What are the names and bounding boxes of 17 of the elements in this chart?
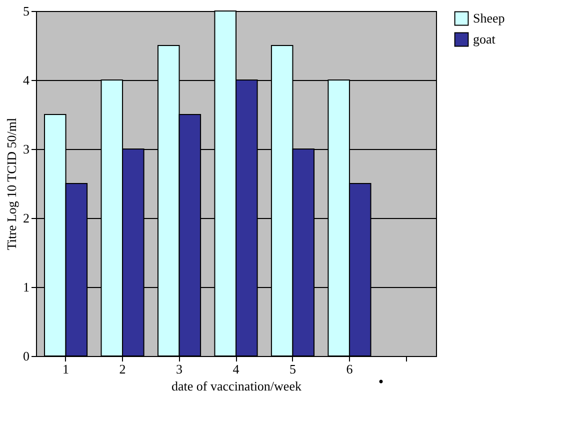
legend-label: Sheep [473,10,505,26]
x-tick-label: 1 [62,362,70,376]
y-tick-label: 1 [23,280,30,294]
legend-label: goat [473,32,496,46]
x-axis-title: date of vaccination/week [172,378,302,394]
y-tick-label: 3 [23,142,30,156]
x-tick-label: 4 [232,362,240,376]
y-tick-label: 2 [23,210,30,226]
x-tick-label: 6 [346,362,354,376]
x-tick-label: 5 [289,362,296,376]
y-tick-label: 5 [23,4,30,18]
x-tick-label: 3 [176,362,183,376]
x-tick-label: 2 [119,362,126,376]
y-axis-title: Titre Log 10 TCID 50/ml [4,118,19,250]
text: . [378,363,384,388]
y-tick-label: 4 [23,72,30,88]
y-tick-label: 0 [23,348,30,364]
